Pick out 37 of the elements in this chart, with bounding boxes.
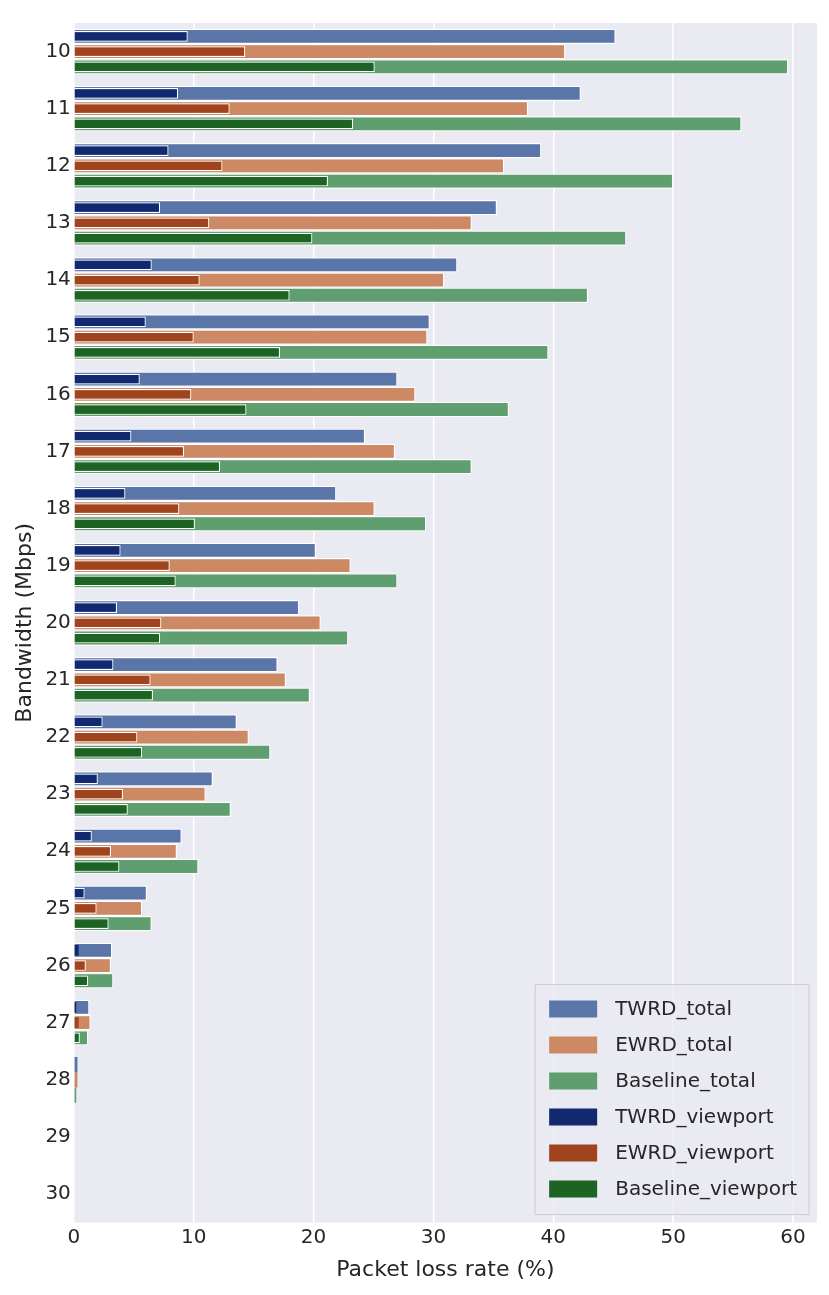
legend-label: EWRD_total [615, 1031, 733, 1056]
y-tick-label: 25 [45, 894, 71, 919]
y-tick-label: 10 [45, 37, 71, 62]
x-tick-label: 30 [420, 1223, 447, 1248]
x-tick-label: 50 [660, 1223, 686, 1248]
y-tick-label: 22 [45, 723, 71, 748]
x-tick-label: 20 [300, 1223, 327, 1248]
y-tick-label: 24 [45, 837, 71, 862]
y-tick-label: 21 [45, 666, 71, 691]
x-axis-title: Packet loss rate (%) [336, 1255, 555, 1281]
x-tick-label: 40 [540, 1223, 567, 1248]
y-tick-label: 17 [45, 437, 71, 462]
y-tick-label: 13 [45, 209, 71, 234]
y-tick-label: 26 [45, 951, 71, 976]
y-tick-label: 20 [45, 609, 71, 633]
legend-label: TWRD_total [614, 995, 733, 1020]
y-tick-label: 29 [45, 1123, 71, 1148]
legend-label: TWRD_viewport [614, 1103, 774, 1128]
y-axis-title: Bandwidth (Mbps) [10, 522, 36, 723]
y-tick-label: 16 [45, 380, 71, 405]
x-tick-label: 60 [780, 1223, 806, 1248]
y-tick-label: 19 [45, 551, 71, 576]
y-tick-label: 27 [45, 1008, 71, 1033]
y-tick-label: 12 [45, 152, 71, 177]
y-tick-label: 18 [45, 494, 71, 519]
y-tick-label: 23 [45, 780, 71, 805]
legend-label: Baseline_viewport [615, 1175, 798, 1200]
y-tick-label: 14 [45, 266, 71, 291]
legend-label: EWRD_viewport [615, 1139, 775, 1164]
y-tick-label: 11 [45, 94, 71, 119]
legend-label: Baseline_total [615, 1067, 756, 1092]
y-tick-label: 15 [45, 323, 71, 348]
bar [74, 1017, 79, 1028]
x-tick-label: 10 [180, 1223, 207, 1248]
x-tick-label: 0 [67, 1223, 81, 1248]
y-tick-label: 30 [45, 1180, 71, 1205]
y-tick-label: 28 [45, 1065, 71, 1090]
